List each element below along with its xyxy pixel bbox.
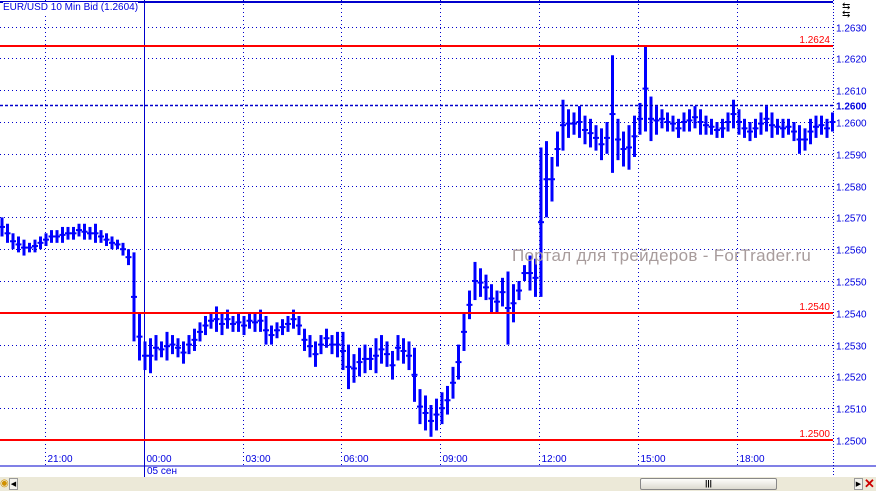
time-tick-label: 03:00: [246, 454, 271, 465]
time-tick-label: 09:00: [443, 454, 468, 465]
time-tick-label: 18:00: [740, 454, 765, 465]
current-price-label: 1.2600: [836, 102, 867, 113]
time-tick-label: 00:00: [147, 454, 172, 465]
price-tick-label: 1.2540: [836, 310, 867, 321]
price-tick-label: 1.2530: [836, 342, 867, 353]
current-price-bg: [835, 99, 876, 112]
time-tick-label: 12:00: [542, 454, 567, 465]
time-axis[interactable]: 21:00 00:00 03:00 06:00 09:00 12:00 15:00 18:00: [48, 454, 765, 465]
price-tick-label: 1.2580: [836, 183, 867, 194]
price-tick-label: 1.2560: [836, 246, 867, 257]
axis-scale-icon[interactable]: ⇆ ⇆: [842, 1, 851, 20]
scroll-thumb[interactable]: |||: [640, 478, 777, 490]
price-axis[interactable]: 1.2500 1.2510 1.2520 1.2530 1.2540 1.2550 1.25…: [835, 24, 876, 448]
date-label: 05 сен: [147, 466, 177, 477]
level-label: 1.2540: [799, 302, 830, 313]
scroll-left-button[interactable]: ◀: [9, 478, 18, 490]
price-tick-label: 1.2510: [836, 405, 867, 416]
level-label: 1.2500: [799, 429, 830, 440]
price-tick-label: 1.2550: [836, 278, 867, 289]
watermark: Портал для трейдеров - ForTrader.ru: [512, 246, 812, 265]
close-icon[interactable]: ✕: [864, 476, 875, 491]
price-tick-label: 1.2630: [836, 24, 867, 35]
scroll-right-button[interactable]: ▶: [854, 478, 863, 490]
price-tick-label: 1.2500: [836, 437, 867, 448]
price-tick-label: 1.2600: [836, 119, 867, 130]
horizontal-levels[interactable]: 1.2624 1.2540 1.2500: [0, 35, 833, 441]
time-tick-label: 06:00: [344, 454, 369, 465]
bar-series: [0, 45, 836, 437]
chart-title: EUR/USD 10 Min Bid (1.2604): [3, 2, 139, 13]
price-tick-label: 1.2610: [836, 87, 867, 98]
price-tick-label: 1.2590: [836, 151, 867, 162]
horizontal-scrollbar[interactable]: ◉ ◀ ||| ▶ ✕: [0, 477, 876, 491]
time-tick-label: 15:00: [641, 454, 666, 465]
time-tick-label: 21:00: [48, 454, 73, 465]
level-label: 1.2624: [799, 35, 830, 46]
price-tick-label: 1.2570: [836, 214, 867, 225]
price-tick-label: 1.2620: [836, 55, 867, 66]
refresh-icon[interactable]: ◉: [0, 478, 9, 489]
price-tick-label: 1.2520: [836, 373, 867, 384]
